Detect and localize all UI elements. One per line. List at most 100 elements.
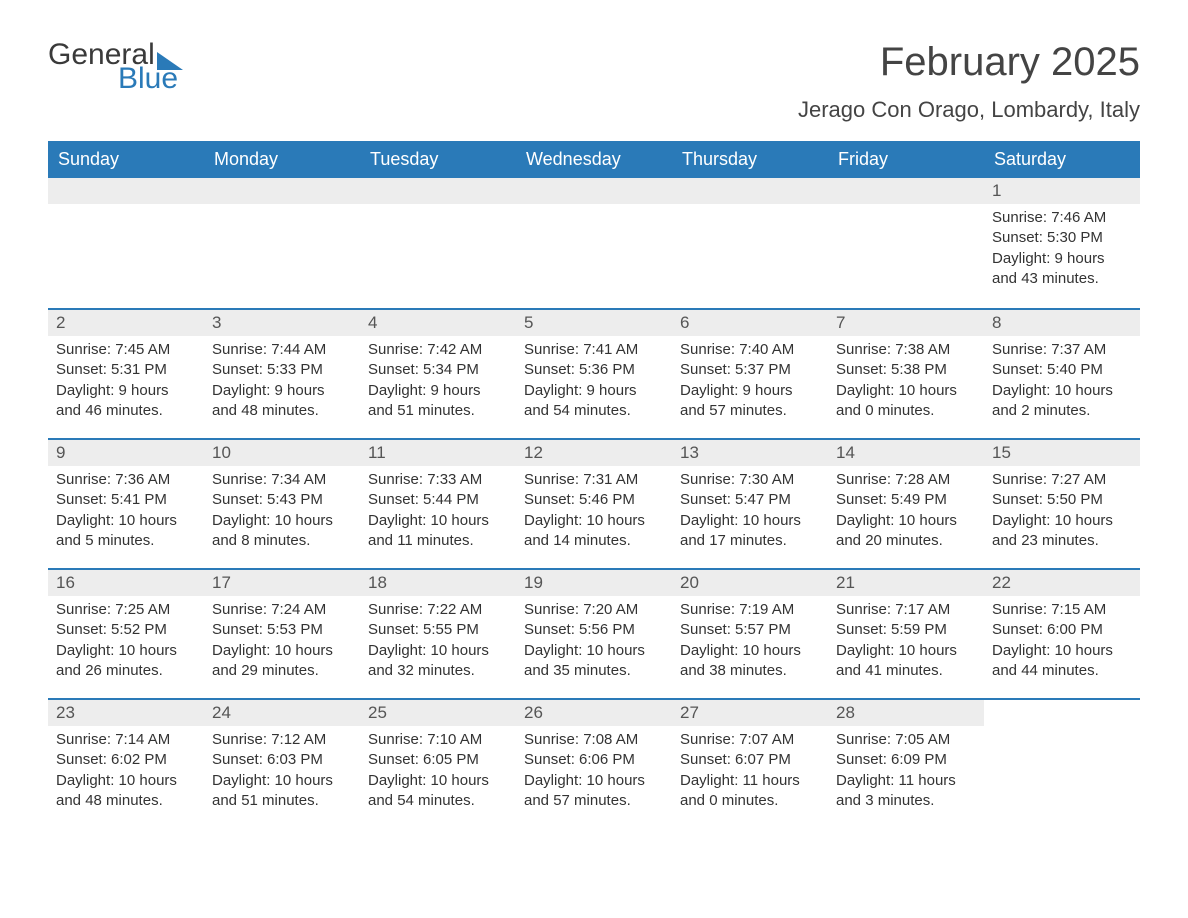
calendar-cell: 26Sunrise: 7:08 AMSunset: 6:06 PMDayligh… <box>516 700 672 828</box>
daylight-line: Daylight: 9 hours and 43 minutes. <box>992 249 1132 290</box>
sunset-line: Sunset: 5:46 PM <box>524 490 664 510</box>
calendar-week: 2Sunrise: 7:45 AMSunset: 5:31 PMDaylight… <box>48 308 1140 438</box>
day-number: 1 <box>984 178 1140 204</box>
day-number: 13 <box>672 440 828 466</box>
day-number: 28 <box>828 700 984 726</box>
sunset-line: Sunset: 5:30 PM <box>992 228 1132 248</box>
sunrise-line: Sunrise: 7:15 AM <box>992 600 1132 620</box>
daylight-line: Daylight: 10 hours and 32 minutes. <box>368 641 508 682</box>
sunset-line: Sunset: 5:43 PM <box>212 490 352 510</box>
sunrise-line: Sunrise: 7:33 AM <box>368 470 508 490</box>
day-info: Sunrise: 7:45 AMSunset: 5:31 PMDaylight:… <box>48 336 204 431</box>
day-number: 19 <box>516 570 672 596</box>
day-number: 15 <box>984 440 1140 466</box>
calendar-cell: 23Sunrise: 7:14 AMSunset: 6:02 PMDayligh… <box>48 700 204 828</box>
sunset-line: Sunset: 5:56 PM <box>524 620 664 640</box>
calendar-cell: 28Sunrise: 7:05 AMSunset: 6:09 PMDayligh… <box>828 700 984 828</box>
day-info: Sunrise: 7:44 AMSunset: 5:33 PMDaylight:… <box>204 336 360 431</box>
day-info: Sunrise: 7:14 AMSunset: 6:02 PMDaylight:… <box>48 726 204 821</box>
day-info: Sunrise: 7:33 AMSunset: 5:44 PMDaylight:… <box>360 466 516 561</box>
calendar-cell: 7Sunrise: 7:38 AMSunset: 5:38 PMDaylight… <box>828 310 984 438</box>
day-header-tuesday: Tuesday <box>360 141 516 178</box>
day-info: Sunrise: 7:20 AMSunset: 5:56 PMDaylight:… <box>516 596 672 691</box>
calendar-cell: 22 Sunrise: 7:15 AMSunset: 6:00 PMDayligh… <box>984 570 1140 698</box>
day-info: Sunrise: 7:31 AMSunset: 5:46 PMDaylight:… <box>516 466 672 561</box>
day-number: 21 <box>828 570 984 596</box>
day-number: 24 <box>204 700 360 726</box>
daylight-line: Daylight: 9 hours and 46 minutes. <box>56 381 196 422</box>
day-number: 17 <box>204 570 360 596</box>
brand-blue-text: Blue <box>118 64 183 94</box>
day-info: Sunrise: 7:08 AMSunset: 6:06 PMDaylight:… <box>516 726 672 821</box>
sunrise-line: Sunrise: 7:24 AM <box>212 600 352 620</box>
day-info: Sunrise: 7:05 AMSunset: 6:09 PMDaylight:… <box>828 726 984 821</box>
sunrise-line: Sunrise: 7:38 AM <box>836 340 976 360</box>
sunset-line: Sunset: 5:40 PM <box>992 360 1132 380</box>
day-number: 22 <box>984 570 1140 596</box>
calendar-cell: 24Sunrise: 7:12 AMSunset: 6:03 PMDayligh… <box>204 700 360 828</box>
sunrise-line: Sunrise: 7:25 AM <box>56 600 196 620</box>
day-info: Sunrise: 7:10 AMSunset: 6:05 PMDaylight:… <box>360 726 516 821</box>
calendar-cell: 1Sunrise: 7:46 AMSunset: 5:30 PMDaylight… <box>984 178 1140 308</box>
calendar-cell: 11Sunrise: 7:33 AMSunset: 5:44 PMDayligh… <box>360 440 516 568</box>
daylight-line: Daylight: 11 hours and 0 minutes. <box>680 771 820 812</box>
day-number: 7 <box>828 310 984 336</box>
daylight-line: Daylight: 10 hours and 5 minutes. <box>56 511 196 552</box>
day-info: Sunrise: 7:34 AMSunset: 5:43 PMDaylight:… <box>204 466 360 561</box>
calendar-cell: 8Sunrise: 7:37 AMSunset: 5:40 PMDaylight… <box>984 310 1140 438</box>
day-number: 25 <box>360 700 516 726</box>
daylight-line: Daylight: 10 hours and 0 minutes. <box>836 381 976 422</box>
day-number: 27 <box>672 700 828 726</box>
day-number: 10 <box>204 440 360 466</box>
day-number: 4 <box>360 310 516 336</box>
calendar-week: 16Sunrise: 7:25 AMSunset: 5:52 PMDayligh… <box>48 568 1140 698</box>
sunset-line: Sunset: 5:50 PM <box>992 490 1132 510</box>
day-info: Sunrise: 7:07 AMSunset: 6:07 PMDaylight:… <box>672 726 828 821</box>
calendar-cell: 3Sunrise: 7:44 AMSunset: 5:33 PMDaylight… <box>204 310 360 438</box>
calendar-cell <box>828 178 984 308</box>
calendar-day-header: SundayMondayTuesdayWednesdayThursdayFrid… <box>48 141 1140 178</box>
sunrise-line: Sunrise: 7:41 AM <box>524 340 664 360</box>
calendar-cell: 9Sunrise: 7:36 AMSunset: 5:41 PMDaylight… <box>48 440 204 568</box>
sunset-line: Sunset: 5:44 PM <box>368 490 508 510</box>
daynum-empty <box>204 178 360 204</box>
sunrise-line: Sunrise: 7:20 AM <box>524 600 664 620</box>
sunrise-line: Sunrise: 7:42 AM <box>368 340 508 360</box>
sunrise-line: Sunrise: 7:30 AM <box>680 470 820 490</box>
day-info: Sunrise: 7:22 AMSunset: 5:55 PMDaylight:… <box>360 596 516 691</box>
location-subtitle: Jerago Con Orago, Lombardy, Italy <box>798 97 1140 123</box>
sunrise-line: Sunrise: 7:31 AM <box>524 470 664 490</box>
calendar-cell: 25Sunrise: 7:10 AMSunset: 6:05 PMDayligh… <box>360 700 516 828</box>
calendar-cell: 27Sunrise: 7:07 AMSunset: 6:07 PMDayligh… <box>672 700 828 828</box>
day-info: Sunrise: 7:42 AMSunset: 5:34 PMDaylight:… <box>360 336 516 431</box>
sunrise-line: Sunrise: 7:05 AM <box>836 730 976 750</box>
day-info: Sunrise: 7:19 AMSunset: 5:57 PMDaylight:… <box>672 596 828 691</box>
sunrise-line: Sunrise: 7:17 AM <box>836 600 976 620</box>
day-number: 16 <box>48 570 204 596</box>
daylight-line: Daylight: 10 hours and 11 minutes. <box>368 511 508 552</box>
daylight-line: Daylight: 10 hours and 44 minutes. <box>992 641 1132 682</box>
calendar-cell: 21Sunrise: 7:17 AMSunset: 5:59 PMDayligh… <box>828 570 984 698</box>
day-number: 26 <box>516 700 672 726</box>
day-header-sunday: Sunday <box>48 141 204 178</box>
daylight-line: Daylight: 10 hours and 48 minutes. <box>56 771 196 812</box>
day-header-thursday: Thursday <box>672 141 828 178</box>
sunset-line: Sunset: 6:00 PM <box>992 620 1132 640</box>
sunrise-line: Sunrise: 7:27 AM <box>992 470 1132 490</box>
sunrise-line: Sunrise: 7:22 AM <box>368 600 508 620</box>
daylight-line: Daylight: 10 hours and 51 minutes. <box>212 771 352 812</box>
day-info: Sunrise: 7:12 AMSunset: 6:03 PMDaylight:… <box>204 726 360 821</box>
daylight-line: Daylight: 9 hours and 48 minutes. <box>212 381 352 422</box>
daylight-line: Daylight: 10 hours and 14 minutes. <box>524 511 664 552</box>
daylight-line: Daylight: 9 hours and 57 minutes. <box>680 381 820 422</box>
calendar-cell: 10Sunrise: 7:34 AMSunset: 5:43 PMDayligh… <box>204 440 360 568</box>
sunset-line: Sunset: 6:03 PM <box>212 750 352 770</box>
sunrise-line: Sunrise: 7:19 AM <box>680 600 820 620</box>
calendar-cell <box>48 178 204 308</box>
daylight-line: Daylight: 10 hours and 26 minutes. <box>56 641 196 682</box>
calendar: SundayMondayTuesdayWednesdayThursdayFrid… <box>48 141 1140 828</box>
sunset-line: Sunset: 6:07 PM <box>680 750 820 770</box>
sunset-line: Sunset: 6:09 PM <box>836 750 976 770</box>
day-info: Sunrise: 7:25 AMSunset: 5:52 PMDaylight:… <box>48 596 204 691</box>
calendar-cell: 20Sunrise: 7:19 AMSunset: 5:57 PMDayligh… <box>672 570 828 698</box>
